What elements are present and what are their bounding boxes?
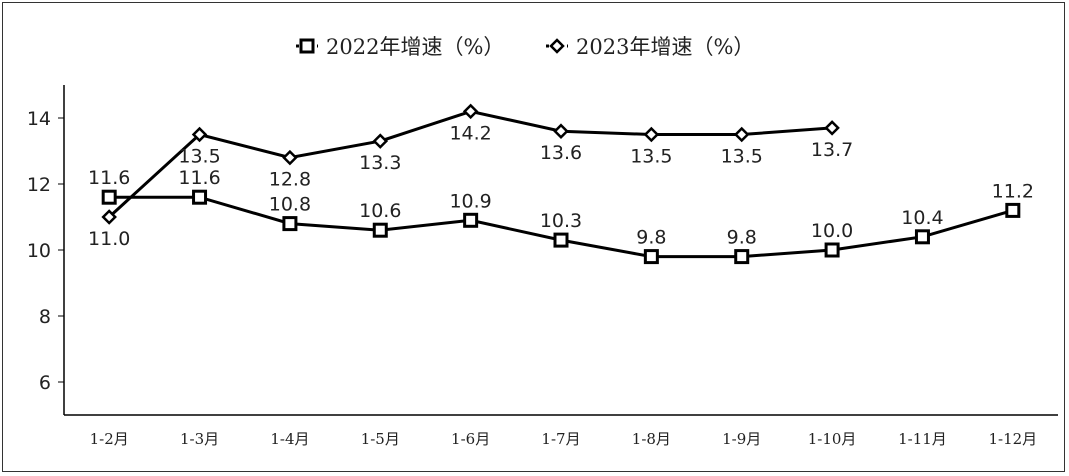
data-point [643,249,659,265]
y-tick-label: 10 [27,240,51,262]
data-point [824,120,840,136]
y-tick-label: 8 [39,306,51,328]
data-point [101,209,117,225]
data-point [282,149,298,166]
data-point [282,216,298,232]
data-label: 12.8 [269,169,311,191]
data-label: 13.5 [178,146,220,168]
legend-label: 2022年增速（%） [326,35,504,59]
x-tick-label: 1-6月 [451,430,490,448]
legend: 2022年增速（%） 2023年增速（%） [296,35,754,59]
data-point [824,242,840,258]
data-point [734,249,750,265]
data-point [1005,202,1021,218]
y-tick-label: 12 [27,174,51,196]
x-tick-label: 1-7月 [541,430,580,448]
data-point [643,126,660,143]
data-point [191,126,208,143]
axes: 6 8 10 12 14 1-2月 1-3月 1-4月 1-5月 1-6月 1-7月 1-8月 1-9月… [27,85,1058,448]
data-point [553,123,569,139]
data-label: 10.8 [269,194,311,216]
data-label: 13.5 [721,146,763,168]
x-tick-label: 1-9月 [722,430,761,448]
data-label: 10.4 [901,207,943,229]
data-label: 10.3 [540,210,582,232]
data-point [192,189,208,205]
data-label: 11.2 [992,180,1034,202]
x-tick-label: 1-5月 [361,430,400,448]
data-label: 11.6 [178,167,220,189]
data-point [372,133,389,149]
data-label: 13.3 [359,152,401,174]
data-point [733,126,750,143]
data-point [553,232,569,248]
data-label: 13.5 [630,146,672,168]
data-label: 11.6 [88,167,130,189]
data-label: 10.6 [359,200,401,222]
x-tick-label: 1-12月 [988,430,1037,448]
data-label: 11.0 [88,228,130,250]
y-tick-label: 14 [27,108,51,130]
data-label: 9.8 [636,227,666,249]
x-tick-label: 1-8月 [632,430,671,448]
data-labels: 11.6 11.6 10.8 10.6 10.9 10.3 9.8 9.8 10.0 10.4 11… [88,122,1034,250]
x-tick-label: 1-4月 [270,430,309,448]
data-label: 10.0 [811,220,853,242]
y-tick-label: 6 [39,372,51,394]
data-point [914,229,930,245]
data-point [101,189,117,205]
data-label: 10.9 [449,190,491,212]
data-label: 9.8 [727,227,757,249]
data-label: 13.6 [540,142,582,164]
data-label: 13.7 [811,139,853,161]
x-tick-label: 1-11月 [898,430,947,448]
data-label: 14.2 [449,122,491,144]
x-tick-label: 1-3月 [180,430,219,448]
x-tick-label: 1-2月 [90,430,129,448]
data-point [463,212,479,228]
data-point [462,103,479,120]
legend-marker-diamond-icon [549,38,565,54]
legend-marker-square-icon [299,38,315,54]
data-point [372,222,388,238]
series-lines [101,103,1021,265]
legend-label: 2023年增速（%） [576,35,754,59]
x-tick-label: 1-10月 [808,430,857,448]
